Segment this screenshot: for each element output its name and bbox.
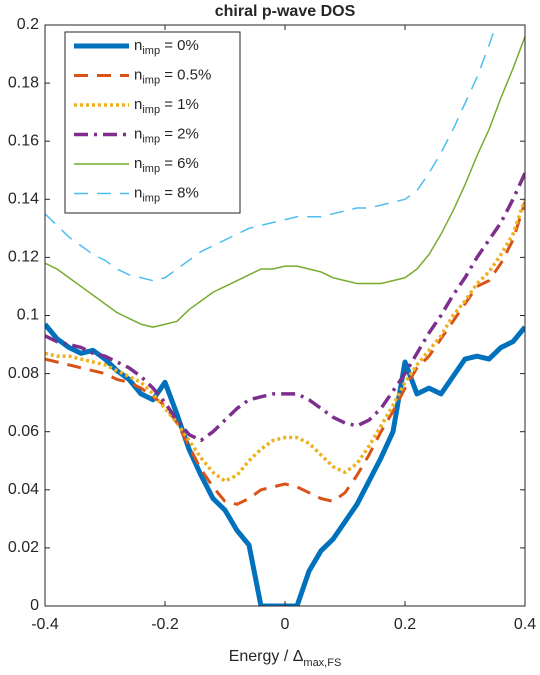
legend-label-rest: = 1% [160,96,199,113]
x-axis-label: Energy / Δmax,FS [229,648,342,669]
legend-box [64,31,241,214]
data-line [45,198,525,483]
data-line [45,36,525,328]
y-tick-label: 0.02 [8,539,39,556]
legend-label: nimp = 6% [134,155,199,175]
data-line [45,322,525,606]
legend: nimp = 0%nimp = 0.5%nimp = 1%nimp = 2%ni… [64,31,241,214]
legend-label: nimp = 0% [134,37,199,57]
y-tick-label: 0.1 [17,307,39,324]
y-tick-label: 0.04 [8,481,39,498]
x-tick-label: 0.4 [514,616,536,633]
y-tick-label: 0.12 [8,249,39,266]
legend-label-rest: = 0.5% [160,66,211,83]
x-axis-label-sub: max,FS [303,657,341,669]
y-tick-label: 0.2 [17,16,39,33]
x-tick-label: 0.2 [394,616,416,633]
y-tick-label: 0.18 [8,74,39,91]
y-tick-label: 0.06 [8,423,39,440]
legend-label-base: n [134,37,142,54]
x-tick-label: -0.4 [31,616,59,633]
legend-label-base: n [134,96,142,113]
data-line [45,172,525,443]
legend-label-base: n [134,184,142,201]
legend-label: nimp = 0.5% [134,66,211,86]
legend-label-sub: imp [142,163,160,175]
legend-label-sub: imp [142,74,160,86]
y-tick-label: 0 [30,597,39,614]
legend-label-rest: = 0% [160,37,199,54]
x-tick-label: 0 [281,616,290,633]
legend-label: nimp = 1% [134,96,199,116]
legend-label-rest: = 8% [160,184,199,201]
x-tick-label: -0.2 [151,616,179,633]
legend-label-sub: imp [142,192,160,204]
plot-lines [45,25,525,606]
x-axis-label-main: Energy / Δ [229,648,304,665]
data-line [45,201,525,506]
legend-label-base: n [134,125,142,142]
legend-label-rest: = 2% [160,125,199,142]
legend-label-sub: imp [142,104,160,116]
chart-title: chiral p-wave DOS [215,3,356,20]
legend-label: nimp = 2% [134,125,199,145]
y-tick-label: 0.14 [8,191,39,208]
y-tick-label: 0.16 [8,132,39,149]
data-line [45,25,497,282]
legend-label: nimp = 8% [134,184,199,204]
legend-label-rest: = 6% [160,155,199,172]
legend-label-base: n [134,155,142,172]
legend-label-sub: imp [142,45,160,57]
legend-label-base: n [134,66,142,83]
legend-label-sub: imp [142,133,160,145]
y-tick-label: 0.08 [8,365,39,382]
